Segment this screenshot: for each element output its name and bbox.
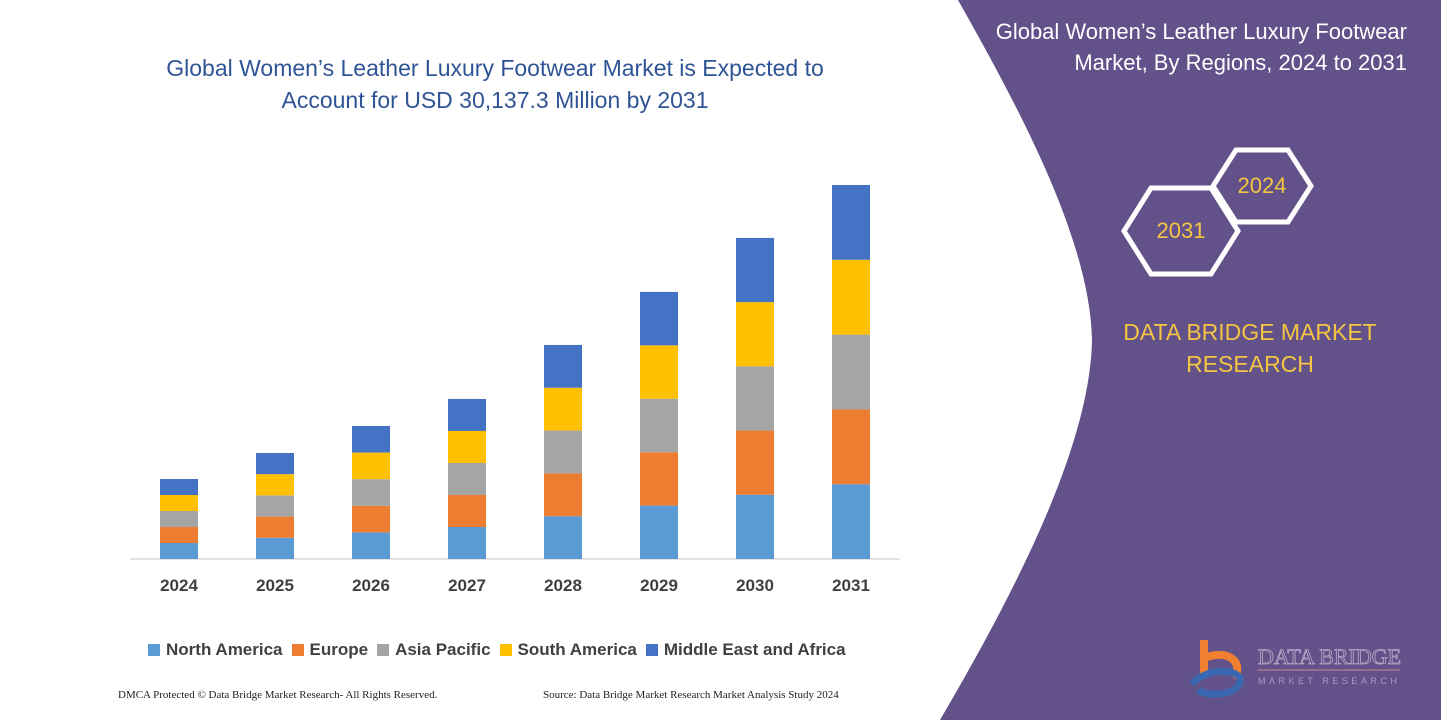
bar-2026-europe [352, 505, 390, 533]
legend-item: Europe [291, 640, 369, 660]
x-tick-label: 2024 [160, 576, 198, 595]
legend-swatch [377, 644, 390, 656]
bar-2027-middle-east-and-africa [448, 398, 486, 431]
legend-label: Middle East and Africa [663, 640, 846, 659]
bar-2024-south-america [160, 495, 198, 512]
chart-title: Global Women’s Leather Luxury Footwear M… [166, 55, 824, 113]
legend-label: Europe [309, 640, 369, 659]
bar-2028-middle-east-and-africa [544, 344, 582, 388]
hex-year-2031: 2031 [1156, 218, 1206, 243]
bar-2025-asia-pacific [256, 495, 294, 517]
bar-2026-north-america [352, 532, 390, 559]
svg-text:MARKET RESEARCH: MARKET RESEARCH [1258, 676, 1400, 686]
legend-label: Asia Pacific [395, 640, 491, 659]
bar-2027-north-america [448, 526, 486, 559]
bar-2031-south-america [832, 259, 870, 335]
x-tick-label: 2030 [736, 576, 774, 595]
side-title: Global Women’s Leather Luxury Footwear M… [995, 19, 1407, 75]
bar-2024-middle-east-and-africa [160, 479, 198, 496]
bar-2027-south-america [448, 430, 486, 463]
bar-2029-middle-east-and-africa [640, 291, 678, 346]
bar-2029-europe [640, 452, 678, 506]
hex-year-2024: 2024 [1237, 173, 1287, 198]
bar-2024-europe [160, 527, 198, 544]
brand-text: DATA BRIDGE MARKET RESEARCH [1123, 319, 1377, 377]
svg-text:DATA BRIDGE: DATA BRIDGE [1258, 644, 1401, 669]
hexagon-2031 [1121, 185, 1241, 277]
bar-2030-europe [736, 430, 774, 495]
bars-group [160, 185, 870, 559]
bar-2027-asia-pacific [448, 462, 486, 495]
legend-item: South America [499, 640, 637, 660]
bar-2028-europe [544, 473, 582, 517]
x-tick-label: 2027 [448, 576, 486, 595]
legend-swatch [499, 644, 512, 656]
hexagon-2024 [1210, 147, 1314, 225]
legend-item: Middle East and Africa [645, 640, 846, 660]
legend-swatch [291, 644, 304, 656]
bar-2027-europe [448, 494, 486, 527]
x-tick-label: 2031 [832, 576, 870, 595]
bar-2028-south-america [544, 387, 582, 431]
legend-label: North America [166, 640, 283, 659]
x-tick-label: 2026 [352, 576, 390, 595]
bar-2024-asia-pacific [160, 511, 198, 528]
bar-2026-asia-pacific [352, 479, 390, 506]
bar-2031-north-america [832, 484, 870, 559]
legend-item: North America [148, 640, 283, 660]
bar-2025-middle-east-and-africa [256, 452, 294, 475]
data-bridge-logo: DATA BRIDGE MARKET RESEARCH [1190, 640, 1401, 698]
footer-copyright: DMCA Protected © Data Bridge Market Rese… [118, 689, 438, 701]
bar-2024-north-america [160, 543, 198, 559]
bar-2030-south-america [736, 302, 774, 367]
bar-2026-south-america [352, 452, 390, 480]
bar-2030-middle-east-and-africa [736, 237, 774, 303]
bar-2025-north-america [256, 537, 294, 559]
bar-2029-asia-pacific [640, 398, 678, 453]
legend-label: South America [517, 640, 637, 659]
bar-2031-middle-east-and-africa [832, 185, 870, 260]
legend-swatch [645, 644, 658, 656]
bar-2028-north-america [544, 516, 582, 559]
bar-2029-north-america [640, 505, 678, 559]
footer-source: Source: Data Bridge Market Research Mark… [543, 689, 839, 701]
bar-2028-asia-pacific [544, 430, 582, 474]
legend-item: Asia Pacific [377, 640, 491, 660]
legend-swatch [148, 644, 160, 656]
bar-2029-south-america [640, 345, 678, 399]
x-tick-label: 2029 [640, 576, 678, 595]
bar-2030-north-america [736, 494, 774, 559]
bar-2026-middle-east-and-africa [352, 425, 390, 453]
bar-2025-south-america [256, 474, 294, 496]
bar-2031-asia-pacific [832, 334, 870, 410]
x-tick-label: 2028 [544, 576, 582, 595]
x-tick-label: 2025 [256, 576, 294, 595]
purple-side-panel [940, 0, 1441, 720]
bar-2031-europe [832, 409, 870, 485]
bar-2025-europe [256, 516, 294, 538]
bar-2030-asia-pacific [736, 366, 774, 431]
legend: North America Europe Asia Pacific South Ame… [148, 640, 846, 660]
